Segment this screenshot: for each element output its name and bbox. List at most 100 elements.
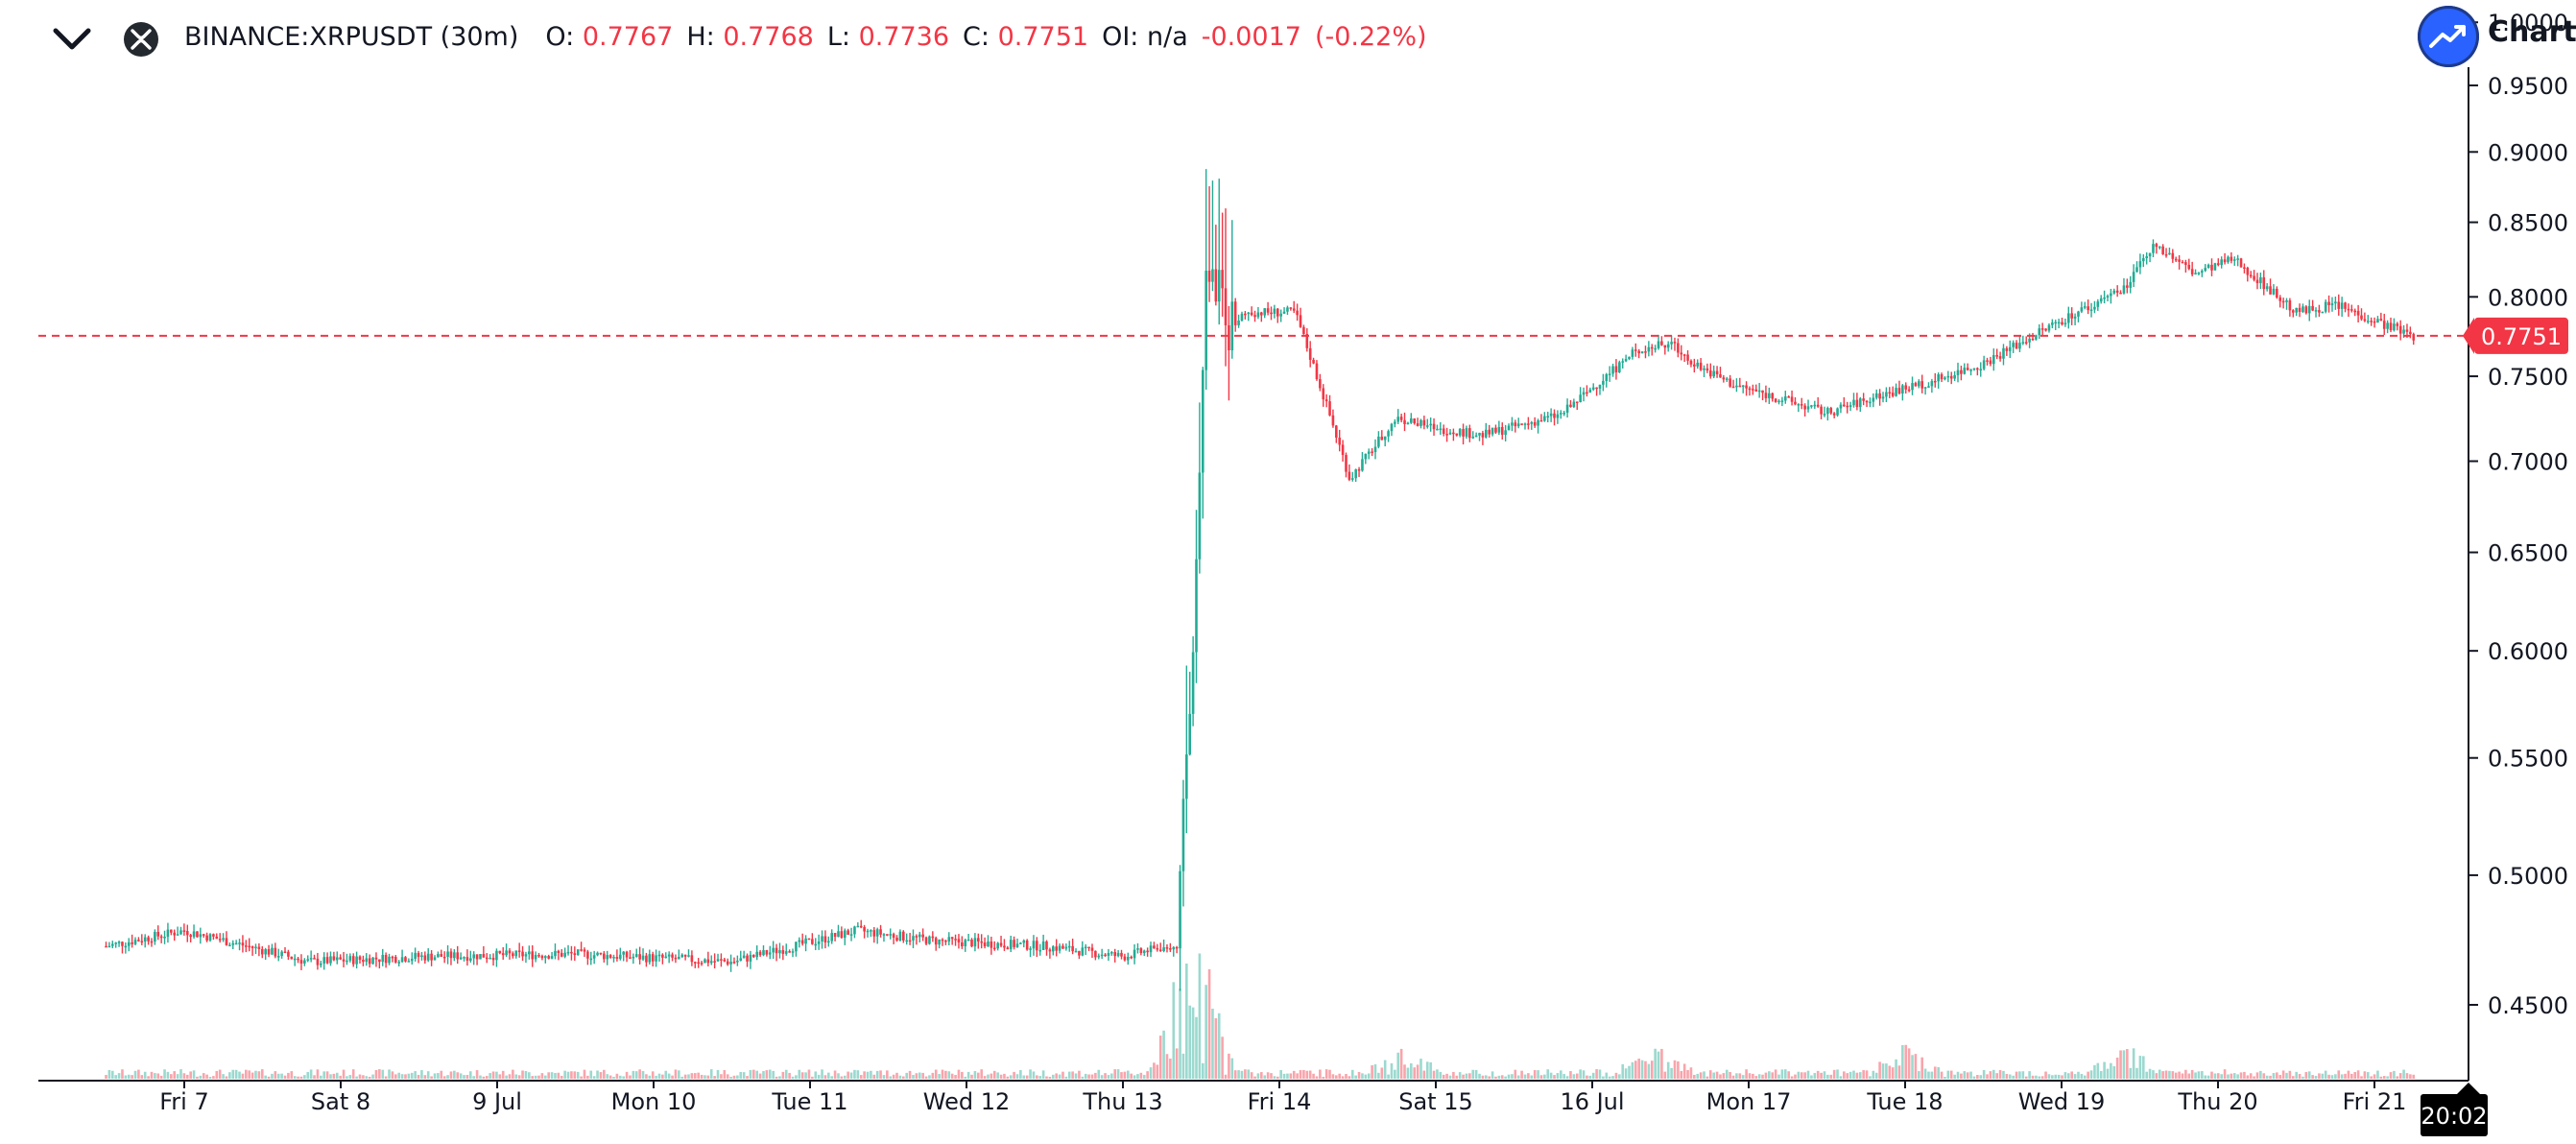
volume-bar bbox=[498, 1074, 502, 1079]
volume-bar bbox=[528, 1072, 531, 1079]
trend-up-icon bbox=[2429, 25, 2466, 48]
volume-bar bbox=[924, 1076, 928, 1079]
volume-bar bbox=[2321, 1073, 2325, 1079]
candle-body bbox=[840, 931, 844, 939]
candle-body bbox=[990, 941, 993, 948]
candle-body bbox=[1097, 955, 1101, 958]
candle-body bbox=[1829, 408, 1833, 414]
volume-bar bbox=[420, 1070, 423, 1079]
volume-bar bbox=[2249, 1073, 2253, 1079]
price-axis[interactable]: 0.4500 0.5000 0.5500 0.6000 0.6500 0.7000 0.75… bbox=[2469, 10, 2568, 1019]
price-tick-label: 0.7500 bbox=[2488, 364, 2568, 391]
candle-body bbox=[290, 956, 294, 960]
candle-body bbox=[1331, 415, 1335, 426]
candle-body bbox=[2239, 258, 2243, 268]
candle-body bbox=[664, 956, 668, 959]
collapse-legend-button[interactable] bbox=[50, 21, 94, 58]
symbol-name[interactable]: BINANCE:XRPUSDT (30m) bbox=[184, 22, 519, 52]
candle-body bbox=[2005, 347, 2009, 351]
volume-bar bbox=[1504, 1076, 1507, 1079]
candle-body bbox=[417, 952, 420, 958]
brand-logo[interactable] bbox=[2418, 6, 2479, 67]
volume-bar bbox=[1100, 1075, 1104, 1079]
volume-bar bbox=[961, 1071, 964, 1079]
candle-body bbox=[1608, 373, 1611, 375]
volume-bar bbox=[1979, 1075, 1983, 1079]
candle-body bbox=[775, 947, 778, 954]
candle-body bbox=[325, 957, 329, 964]
candle-body bbox=[1250, 312, 1253, 316]
volume-bar bbox=[465, 1075, 469, 1079]
volume-bar bbox=[2044, 1071, 2047, 1079]
volume-bar bbox=[1940, 1071, 1944, 1079]
volume-bar bbox=[388, 1069, 391, 1079]
candle-body bbox=[966, 939, 970, 941]
volume-bar bbox=[1605, 1072, 1609, 1079]
volume-bar bbox=[674, 1069, 678, 1079]
candle-body bbox=[384, 954, 388, 964]
candle-body bbox=[1680, 352, 1683, 355]
time-axis[interactable]: Fri 7 Sat 8 9 Jul Mon 10 Tue 11 Wed 12 Thu 13 F… bbox=[159, 1081, 2406, 1115]
candle-body bbox=[2012, 343, 2015, 347]
candle-body bbox=[999, 942, 1003, 946]
volume-bar bbox=[1972, 1076, 1976, 1079]
candle-body bbox=[2201, 271, 2204, 274]
candle-body bbox=[1198, 472, 1202, 560]
volume-bar bbox=[1715, 1071, 1719, 1079]
volume-bar bbox=[827, 1072, 830, 1079]
volume-bar bbox=[944, 1070, 947, 1079]
candle-body bbox=[170, 929, 173, 933]
volume-bar bbox=[245, 1069, 248, 1079]
volume-bar bbox=[414, 1071, 417, 1079]
volume-bar bbox=[1764, 1072, 1768, 1079]
candle-body bbox=[1569, 404, 1572, 407]
volume-bar bbox=[329, 1074, 332, 1079]
volume-bar bbox=[358, 1074, 362, 1079]
volume-bar bbox=[618, 1075, 622, 1079]
volume-bar bbox=[225, 1076, 228, 1079]
candle-body bbox=[225, 938, 228, 945]
volume-bar bbox=[1364, 1074, 1368, 1079]
candle-body bbox=[918, 934, 921, 938]
candle-body bbox=[355, 956, 358, 965]
candle-body bbox=[1556, 414, 1560, 418]
volume-bar bbox=[980, 1069, 983, 1079]
volume-bar bbox=[823, 1075, 827, 1079]
change-percent: (-0.22%) bbox=[1314, 22, 1427, 52]
volume-bar bbox=[690, 1073, 694, 1079]
candle-body bbox=[1322, 388, 1325, 400]
candle-body bbox=[176, 934, 179, 936]
candle-body bbox=[1553, 413, 1556, 418]
candle-body bbox=[1768, 393, 1771, 398]
volume-bar bbox=[137, 1069, 140, 1079]
open-label: O: bbox=[545, 22, 575, 52]
volume-bar bbox=[772, 1070, 775, 1079]
volume-bar bbox=[1494, 1076, 1497, 1079]
volume-bar bbox=[1416, 1064, 1419, 1079]
volume-bar bbox=[1569, 1071, 1572, 1079]
candle-body bbox=[453, 952, 456, 959]
volume-bar bbox=[417, 1074, 420, 1079]
volume-bar bbox=[1191, 1007, 1195, 1079]
candle-body bbox=[1256, 312, 1260, 318]
candle-body bbox=[1901, 385, 1904, 393]
candle-body bbox=[1067, 945, 1071, 948]
candle-body bbox=[1260, 312, 1263, 316]
volume-bar bbox=[2028, 1071, 2031, 1079]
volume-bar bbox=[2230, 1073, 2233, 1079]
candle-body bbox=[772, 947, 775, 953]
volume-bar bbox=[713, 1076, 716, 1079]
volume-bar bbox=[1966, 1072, 1969, 1079]
candle-body bbox=[1774, 398, 1777, 402]
candle-body bbox=[1752, 389, 1754, 391]
volume-bar bbox=[1741, 1075, 1745, 1079]
candle-body bbox=[2158, 246, 2161, 249]
candle-body bbox=[2223, 259, 2227, 263]
volume-bar bbox=[1930, 1071, 1934, 1079]
volume-bar bbox=[886, 1070, 889, 1079]
candle-body bbox=[1308, 347, 1312, 360]
volume-bar bbox=[957, 1069, 961, 1079]
candle-body bbox=[1338, 437, 1342, 445]
candle-body bbox=[231, 942, 235, 945]
